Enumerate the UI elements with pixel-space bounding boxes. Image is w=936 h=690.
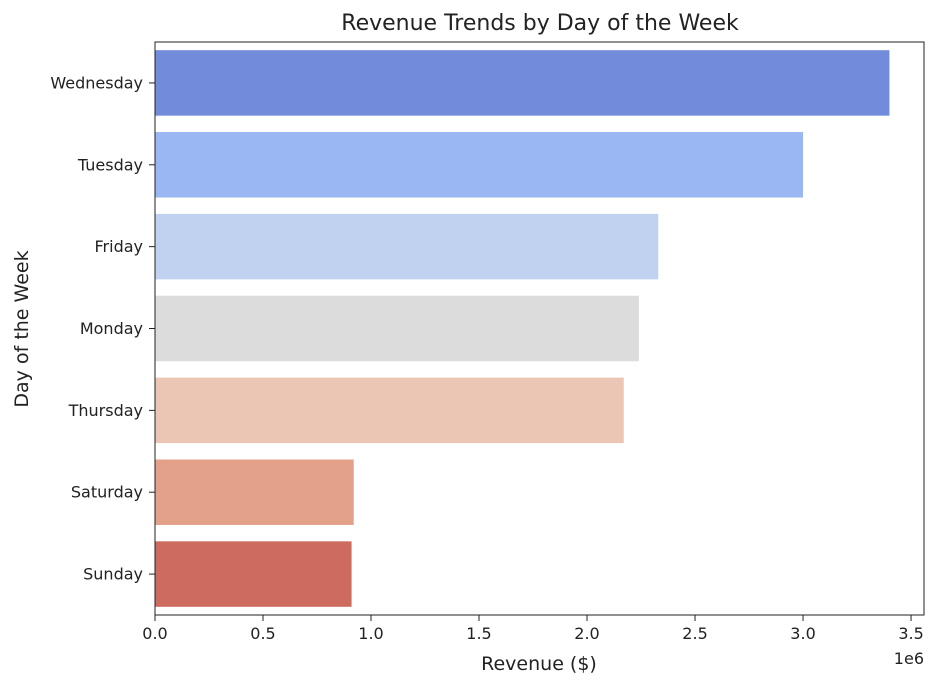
bar-tuesday	[155, 132, 803, 197]
x-tick-label: 1.0	[358, 624, 383, 643]
y-tick-label: Sunday	[83, 565, 143, 584]
x-tick-label: 3.0	[790, 624, 815, 643]
bars-group	[155, 50, 889, 607]
x-tick-label: 0.0	[142, 624, 167, 643]
x-tick-label: 0.5	[250, 624, 275, 643]
y-tick-label: Wednesday	[50, 73, 143, 92]
y-tick-label: Friday	[95, 237, 144, 256]
y-tick-label: Thursday	[68, 401, 143, 420]
bar-wednesday	[155, 50, 889, 115]
x-axis: 0.0 0.5 1.0 1.5 2.0 2.5 3.0 3.5	[142, 615, 923, 643]
x-tick-label: 2.0	[574, 624, 599, 643]
x-tick-label: 2.5	[682, 624, 707, 643]
bar-saturday	[155, 459, 354, 524]
x-tick-label: 3.5	[898, 624, 923, 643]
x-axis-label: Revenue ($)	[481, 653, 597, 675]
bar-sunday	[155, 541, 352, 606]
y-axis-label: Day of the Week	[11, 250, 33, 407]
y-tick-label: Monday	[80, 319, 143, 338]
chart-title: Revenue Trends by Day of the Week	[341, 11, 739, 36]
bar-thursday	[155, 378, 624, 443]
x-tick-label: 1.5	[466, 624, 491, 643]
y-tick-label: Saturday	[71, 483, 143, 502]
bar-monday	[155, 296, 639, 361]
y-axis: Wednesday Tuesday Friday Monday Thursday Satu…	[50, 73, 155, 583]
x-axis-multiplier: 1e6	[894, 649, 924, 668]
bar-friday	[155, 214, 658, 279]
y-tick-label: Tuesday	[77, 155, 143, 174]
